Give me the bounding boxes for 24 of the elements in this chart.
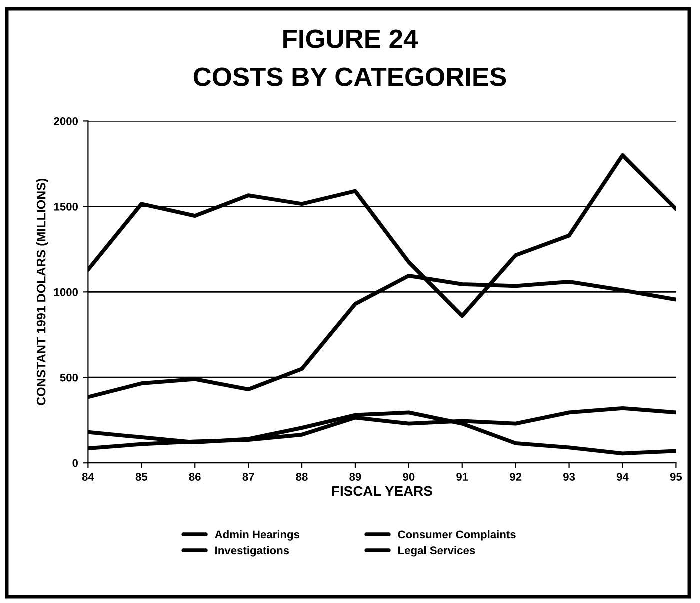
chart-title: FIGURE 24 COSTS BY CATEGORIES (194, 30, 506, 86)
x-tick-label: 85 (136, 473, 148, 481)
legend-label: Admin Hearings (215, 530, 300, 541)
x-tick-label: 94 (616, 473, 629, 481)
x-tick-label: 87 (242, 473, 254, 481)
x-tick-label: 92 (510, 473, 522, 481)
y-tick-label: 500 (60, 374, 78, 382)
y-tick-label: 2000 (54, 117, 78, 126)
legend-label: Investigations (216, 546, 290, 557)
y-tick-label: 1000 (54, 288, 78, 296)
x-axis-title: FISCAL YEARS (332, 486, 432, 496)
x-tick-label: 91 (456, 473, 468, 481)
y-axis-title: CONSTANT 1991 DOLARS (MILLIONS) (36, 178, 48, 406)
x-tick-label: 93 (563, 473, 576, 482)
legend-label: Consumer Complaints (398, 530, 516, 541)
x-tick-label: 90 (403, 473, 415, 481)
x-tick-label: 95 (670, 473, 682, 481)
x-tick-label: 84 (82, 473, 94, 481)
x-tick-label: 86 (189, 473, 201, 481)
y-tick-label: 1500 (54, 202, 78, 211)
x-tick-label: 88 (296, 473, 308, 481)
y-tick-label: 0 (72, 459, 78, 468)
x-tick-label: 89 (350, 473, 362, 481)
legend-label: Legal Services (398, 546, 476, 557)
